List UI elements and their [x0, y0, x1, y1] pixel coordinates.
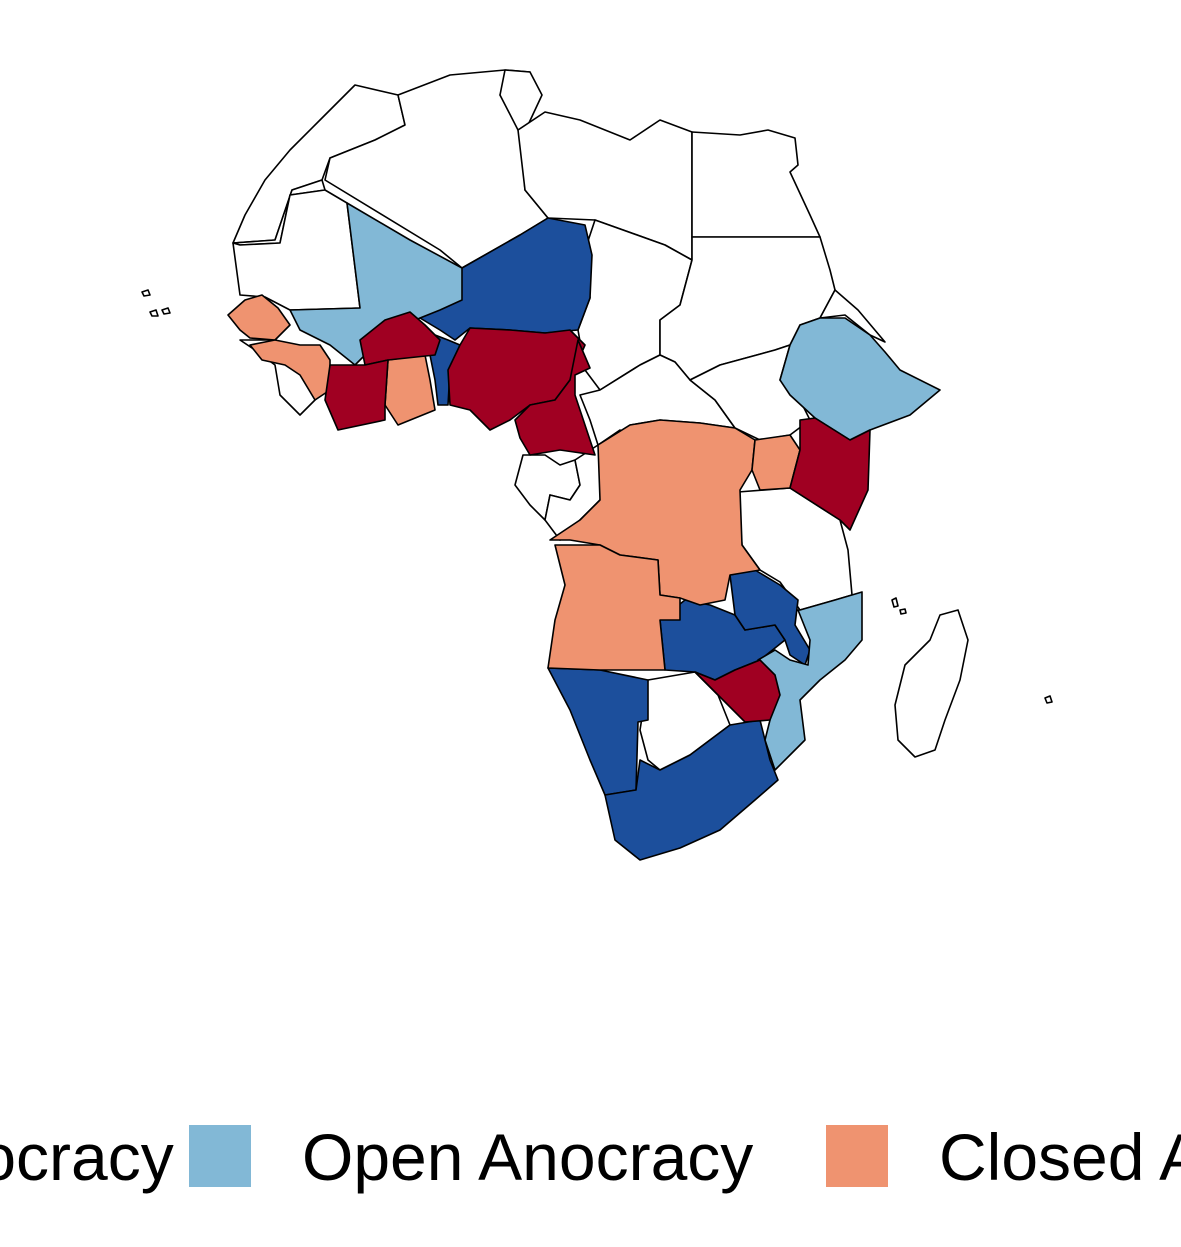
legend: Democracy Open Anocracy Closed Anocracy — [0, 1118, 1181, 1198]
africa-map — [141, 69, 1053, 861]
country-south-sudan — [689, 344, 811, 441]
island-mauritius — [1044, 695, 1053, 704]
country-dr-congo — [549, 419, 761, 606]
legend-label-closed-anocracy: Closed Anocracy — [939, 1120, 1181, 1194]
country-ghana — [384, 354, 436, 426]
legend-label-democracy: Democracy — [0, 1120, 174, 1194]
country-senegal — [227, 294, 291, 341]
country-zimbabwe — [694, 659, 781, 723]
country-ethiopia — [779, 317, 941, 441]
country-kenya — [789, 417, 871, 531]
country-madagascar — [894, 609, 969, 758]
country-egypt — [691, 129, 821, 238]
country-namibia — [547, 667, 649, 796]
legend-swatch-closed-anocracy — [826, 1125, 888, 1187]
country-mozambique — [757, 591, 863, 771]
island-cape-verde — [141, 289, 171, 317]
legend-label-open-anocracy: Open Anocracy — [302, 1120, 754, 1194]
country-cote-divoire — [324, 359, 389, 431]
country-cameroon — [514, 339, 596, 456]
country-benin — [429, 334, 461, 406]
island-comoros — [891, 597, 907, 615]
legend-swatch-open-anocracy — [189, 1125, 251, 1187]
country-angola — [547, 544, 681, 671]
